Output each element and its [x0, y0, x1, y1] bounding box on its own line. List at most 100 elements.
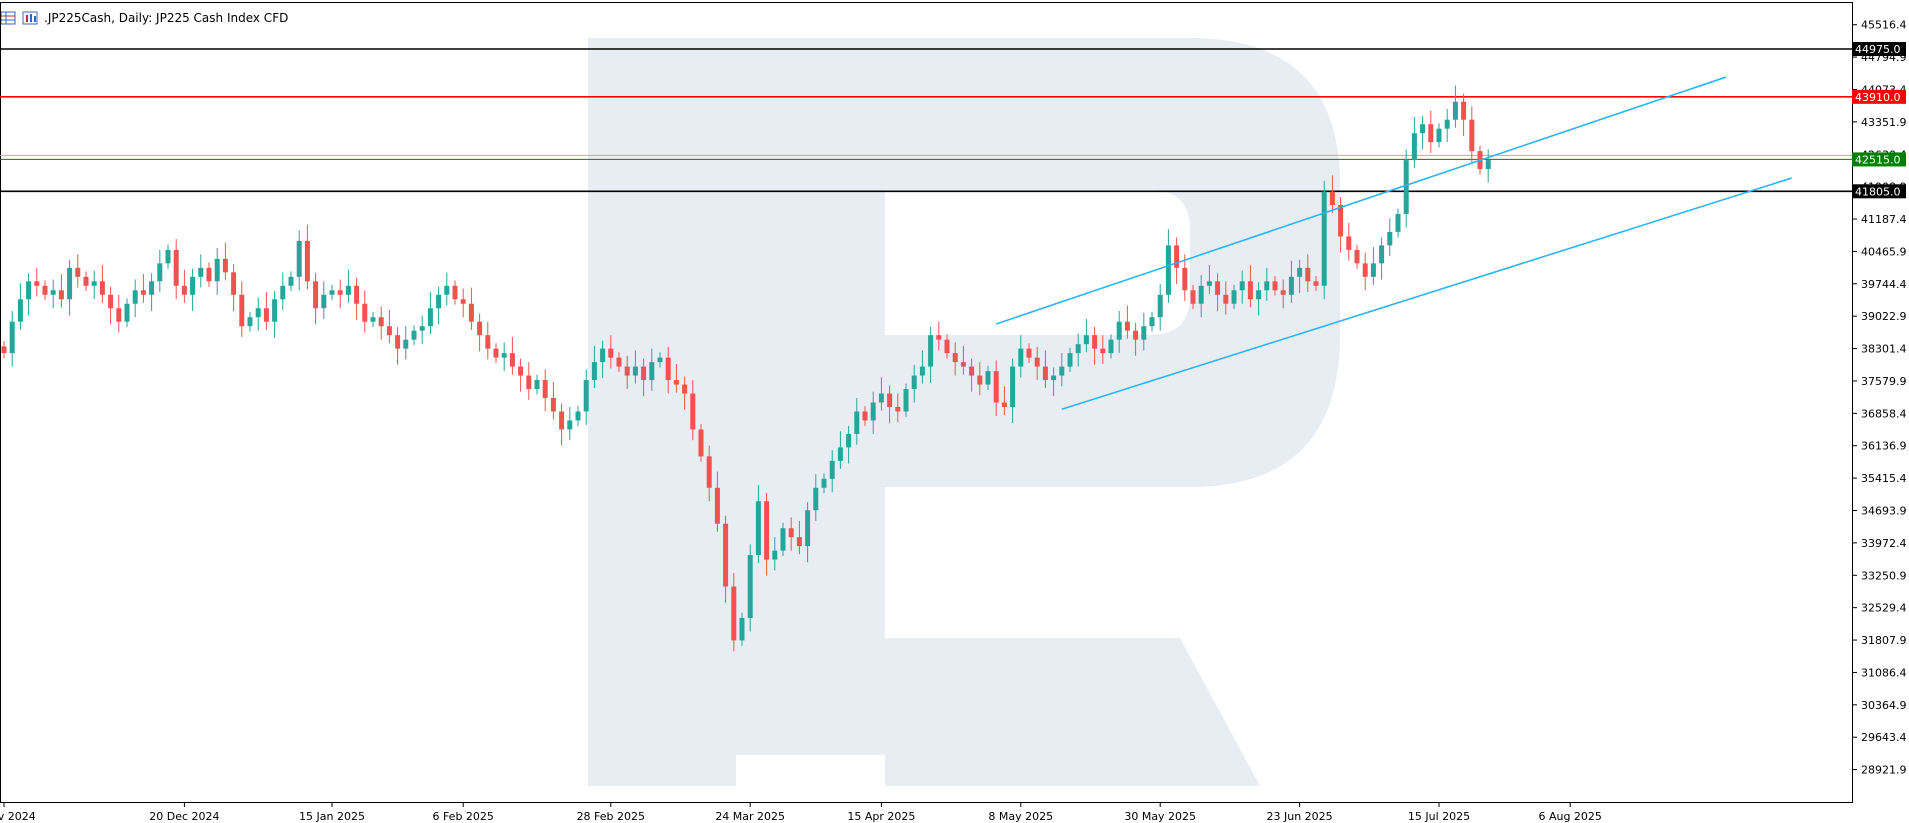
- candle-body: [1354, 249, 1360, 264]
- candle-body: [1198, 285, 1204, 304]
- candle-body: [1485, 160, 1491, 170]
- candle-body: [550, 398, 556, 412]
- candle-body: [1379, 245, 1385, 264]
- candle-body: [460, 299, 466, 304]
- candle-body: [157, 263, 163, 282]
- watermark-tail: [885, 638, 1260, 786]
- candle-body: [796, 537, 802, 547]
- candle-body: [952, 353, 958, 363]
- candle-body: [1067, 353, 1073, 367]
- candle-body: [780, 528, 786, 551]
- candle-body: [903, 389, 909, 412]
- level-label-box: [1852, 42, 1906, 57]
- candle-body: [1297, 267, 1303, 277]
- candle-body: [862, 411, 868, 421]
- candle-body: [1108, 339, 1114, 354]
- x-tick-label: 20 Dec 2024: [149, 810, 219, 823]
- candle-body: [1436, 128, 1442, 143]
- candle-body: [255, 308, 261, 318]
- candle-body: [477, 321, 483, 336]
- candle-body: [149, 281, 155, 295]
- chart-title: .JP225Cash, Daily: JP225 Cash Index CFD: [44, 11, 289, 25]
- candle-body: [509, 353, 515, 367]
- candle-body: [878, 393, 884, 403]
- candle-body: [1370, 263, 1376, 277]
- y-tick-label: 33250.9: [1861, 569, 1907, 582]
- y-tick-label: 31807.9: [1861, 634, 1907, 647]
- candle-body: [624, 366, 630, 376]
- candle-body: [190, 276, 196, 295]
- candle-body: [1411, 133, 1417, 161]
- candle-body: [485, 335, 491, 349]
- candle-body: [247, 317, 253, 327]
- candle-body: [1059, 366, 1065, 376]
- candle-body: [1338, 204, 1344, 237]
- candle-body: [657, 357, 663, 363]
- y-tick-label: 29643.4: [1861, 731, 1907, 744]
- candle-body: [132, 290, 138, 304]
- candle-body: [99, 281, 105, 295]
- y-tick-label: 31086.4: [1861, 666, 1907, 679]
- candle-body: [67, 267, 73, 300]
- candle-body: [1010, 366, 1016, 407]
- plot-border: [0, 2, 1853, 803]
- candle-body: [870, 402, 876, 421]
- candle-body: [764, 501, 770, 560]
- y-tick-label: 39744.4: [1861, 278, 1907, 291]
- x-tick-label: 15 Apr 2025: [847, 810, 915, 823]
- candle-body: [632, 366, 638, 376]
- candle-body: [960, 362, 966, 367]
- y-tick-label: 28921.9: [1861, 764, 1907, 777]
- chart-grid-icon[interactable]: [0, 10, 18, 26]
- y-tick-label: 32529.4: [1861, 602, 1907, 615]
- x-tick-label: 23 Jun 2025: [1267, 810, 1333, 823]
- candle-body: [124, 303, 130, 322]
- candle-body: [1018, 348, 1024, 367]
- candle-body: [1034, 357, 1040, 367]
- candle-body: [1346, 236, 1352, 250]
- candle-body: [411, 330, 417, 340]
- candle-body: [345, 285, 351, 295]
- candle-body: [1452, 101, 1458, 120]
- candle-body: [75, 267, 81, 277]
- candle-body: [805, 510, 811, 547]
- y-axis: 45516.444794.944073.443351.942630.441908…: [1852, 19, 1907, 777]
- y-tick-label: 30364.9: [1861, 699, 1907, 712]
- candle-body: [755, 501, 761, 556]
- y-tick-label: 37579.9: [1861, 375, 1907, 388]
- candle-body: [837, 447, 843, 461]
- candle-body: [575, 411, 581, 421]
- candle-body: [1469, 119, 1475, 152]
- candle-body: [17, 299, 23, 322]
- candle-body: [173, 249, 179, 286]
- candle-body: [1206, 281, 1212, 286]
- candle-body: [1001, 402, 1007, 407]
- candle-body: [911, 375, 917, 390]
- x-tick-label: 28 Feb 2025: [577, 810, 645, 823]
- chart-bars-icon[interactable]: [22, 10, 40, 26]
- candle-body: [1264, 281, 1270, 291]
- candle-body: [813, 487, 819, 511]
- candle-body: [583, 380, 589, 412]
- level-label: 41805.0: [1855, 185, 1901, 198]
- candle-body: [608, 348, 614, 358]
- x-tick-label: 6 Feb 2025: [432, 810, 493, 823]
- candle-body: [649, 362, 655, 381]
- candle-body: [1231, 290, 1237, 304]
- candle-body: [198, 267, 204, 277]
- candle-body: [1387, 231, 1393, 246]
- candle-body: [263, 308, 269, 322]
- candle-body: [591, 362, 597, 381]
- watermark-logo: [588, 38, 1340, 786]
- x-tick-label: 15 Jan 2025: [299, 810, 365, 823]
- candle-body: [641, 366, 647, 381]
- y-tick-label: 33972.4: [1861, 537, 1907, 550]
- horizontal-levels: 44975.0 43910.0 42515.0 41805.0: [0, 42, 1906, 199]
- candle-body: [436, 294, 442, 309]
- y-tick-label: 36858.4: [1861, 407, 1907, 420]
- candle-body: [567, 420, 573, 430]
- candle-body: [739, 617, 745, 641]
- candle-body: [723, 523, 729, 587]
- candle-body: [1075, 344, 1081, 354]
